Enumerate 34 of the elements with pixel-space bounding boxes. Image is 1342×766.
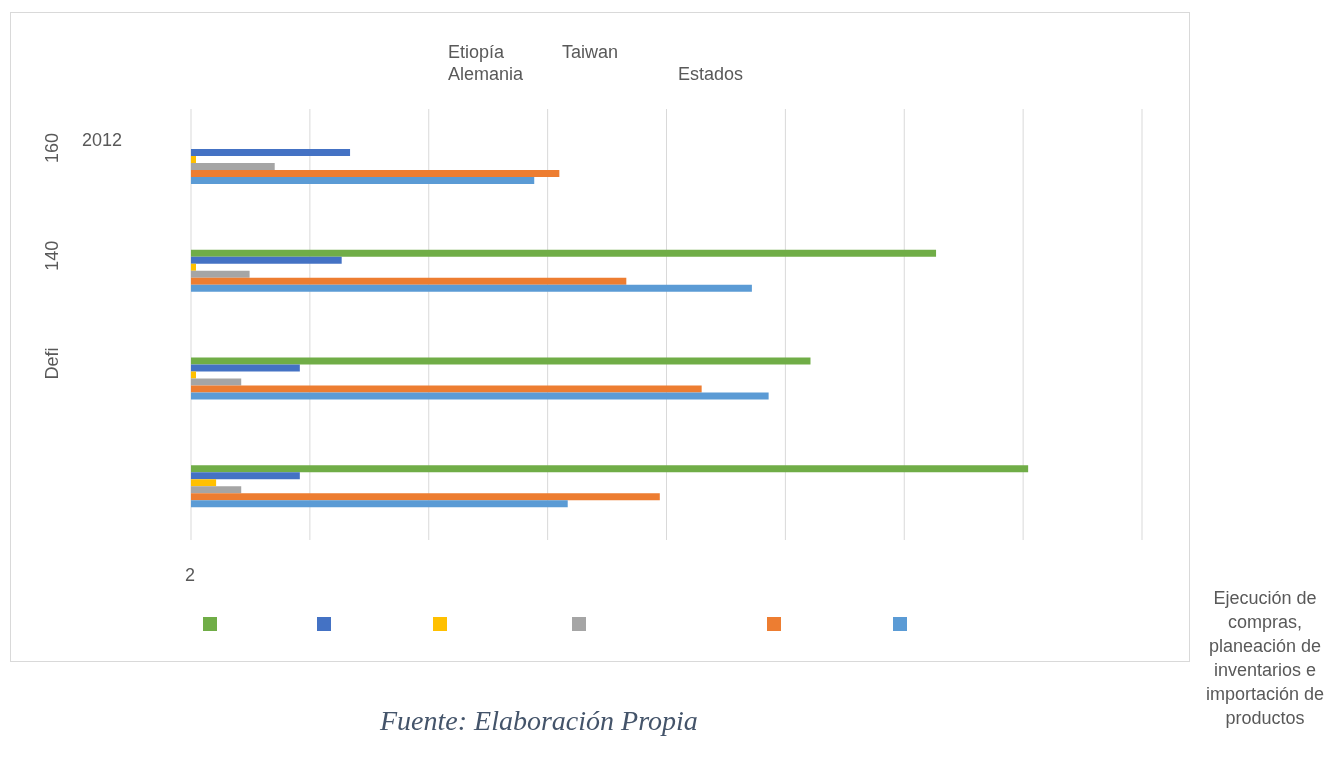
y-tick-label: Defi bbox=[42, 347, 62, 380]
source-note: Fuente: Elaboración Propia bbox=[380, 705, 698, 737]
text: 2 bbox=[185, 565, 196, 586]
bar bbox=[191, 479, 217, 487]
bar bbox=[191, 392, 769, 400]
text: Etiopía bbox=[448, 42, 505, 63]
bar bbox=[191, 277, 627, 285]
bar bbox=[191, 385, 702, 393]
bar bbox=[191, 149, 351, 156]
bar bbox=[191, 170, 560, 177]
bar bbox=[191, 493, 660, 501]
bar bbox=[191, 472, 300, 480]
bar bbox=[191, 284, 752, 292]
bar bbox=[191, 156, 197, 163]
bar bbox=[191, 371, 197, 379]
y-tick-label: 160 bbox=[42, 132, 62, 163]
text: Alemania bbox=[448, 64, 524, 85]
bar bbox=[191, 364, 300, 372]
bar bbox=[191, 270, 250, 278]
bar bbox=[191, 378, 242, 386]
bar bbox=[191, 357, 811, 365]
text: 2012 bbox=[82, 130, 123, 151]
bar bbox=[191, 256, 342, 264]
text: Taiwan bbox=[562, 42, 619, 63]
bar bbox=[191, 465, 1029, 473]
text: Estados bbox=[678, 64, 744, 85]
bar bbox=[191, 486, 242, 494]
text: Ejecución de compras, planeación de inventarios e importación de productos bbox=[1204, 587, 1326, 730]
bar bbox=[191, 177, 535, 184]
bar bbox=[191, 263, 197, 271]
bar bbox=[191, 163, 275, 170]
bar bbox=[191, 500, 568, 508]
bar bbox=[191, 249, 937, 257]
y-tick-label: 140 bbox=[42, 240, 62, 271]
